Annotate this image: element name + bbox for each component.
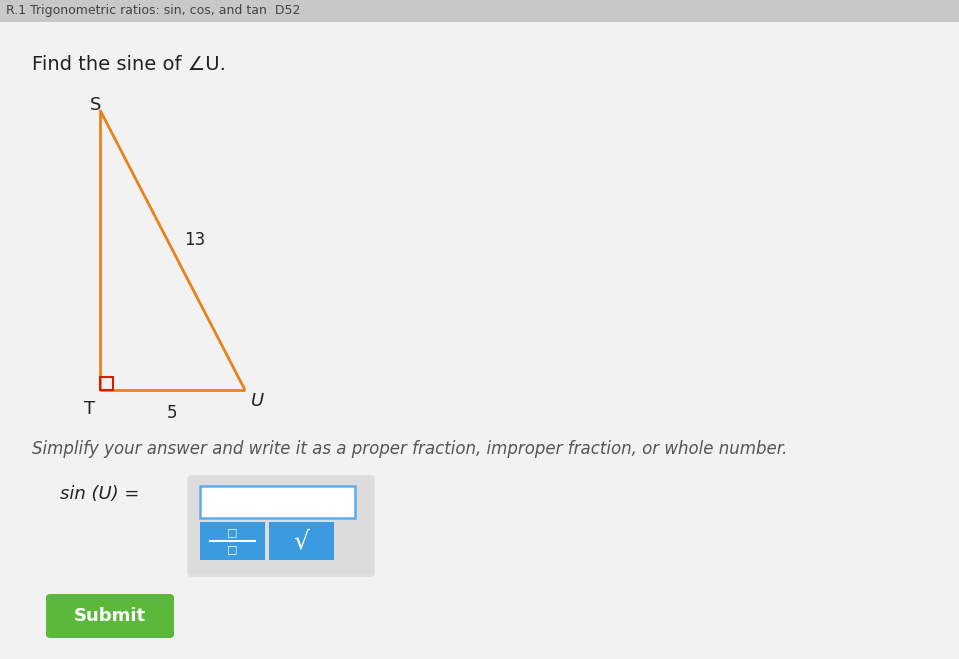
Text: Find the sine of ∠U.: Find the sine of ∠U.	[32, 55, 226, 74]
Text: Simplify your answer and write it as a proper fraction, improper fraction, or wh: Simplify your answer and write it as a p…	[32, 440, 787, 458]
FancyBboxPatch shape	[187, 475, 375, 577]
FancyBboxPatch shape	[189, 477, 373, 575]
FancyBboxPatch shape	[46, 594, 174, 638]
FancyBboxPatch shape	[0, 20, 959, 659]
Text: √: √	[293, 529, 310, 553]
FancyBboxPatch shape	[269, 522, 334, 560]
Text: S: S	[90, 96, 102, 114]
Text: sin (U) =: sin (U) =	[60, 485, 139, 503]
Text: U: U	[251, 392, 264, 410]
FancyBboxPatch shape	[0, 0, 959, 22]
Bar	[100, 377, 113, 390]
Text: □: □	[227, 545, 238, 555]
Text: T: T	[84, 400, 95, 418]
Text: Submit: Submit	[74, 607, 146, 625]
FancyBboxPatch shape	[200, 522, 265, 560]
Text: 13: 13	[184, 231, 206, 249]
Text: □: □	[227, 528, 238, 538]
Text: R.1 Trigonometric ratios: sin, cos, and tan  D52: R.1 Trigonometric ratios: sin, cos, and …	[6, 4, 300, 17]
Bar	[200, 486, 355, 518]
Text: 5: 5	[167, 404, 177, 422]
